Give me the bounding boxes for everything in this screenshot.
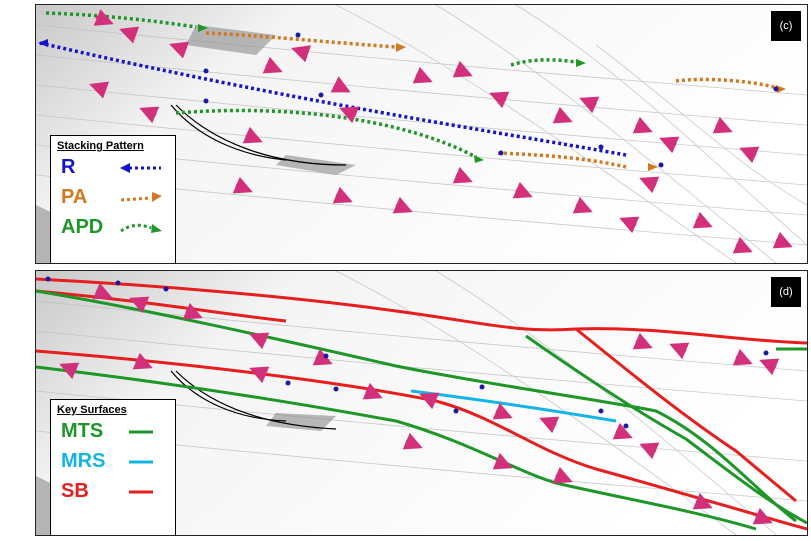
legend-label: MTS [61,420,104,442]
key-surfaces-legend: Key Surfaces MTS MRS SB [50,399,176,535]
dotted-arrow-right-icon [120,192,162,202]
solid-line-icon [129,490,153,494]
panel-c-label: (c) [771,11,801,41]
legend-item-apd: APD [57,214,169,244]
legend-label: MRS [61,450,106,472]
dotted-arrow-left-icon [120,163,161,173]
legend-label: PA [61,186,88,208]
legend-title: Key Surfaces [57,404,127,416]
legend-title: Stacking Pattern [57,140,144,152]
legend-item-r: R [57,154,169,184]
dotted-arrow-curved-icon [120,223,162,233]
legend-item-mrs: MRS [57,448,169,478]
solid-line-icon [129,430,153,434]
legend-label: SB [61,480,89,502]
legend-label: APD [61,216,104,238]
panel-d: (d) Key Surfaces MTS MRS SB [35,270,808,536]
legend-label: R [61,156,76,178]
solid-line-icon [129,460,153,464]
panel-c: (c) Stacking Pattern R PA APD [35,4,808,264]
panel-d-label: (d) [771,277,801,307]
legend-item-mts: MTS [57,418,169,448]
legend-item-sb: SB [57,478,169,508]
legend-item-pa: PA [57,184,169,214]
stacking-pattern-legend: Stacking Pattern R PA APD [50,135,176,263]
